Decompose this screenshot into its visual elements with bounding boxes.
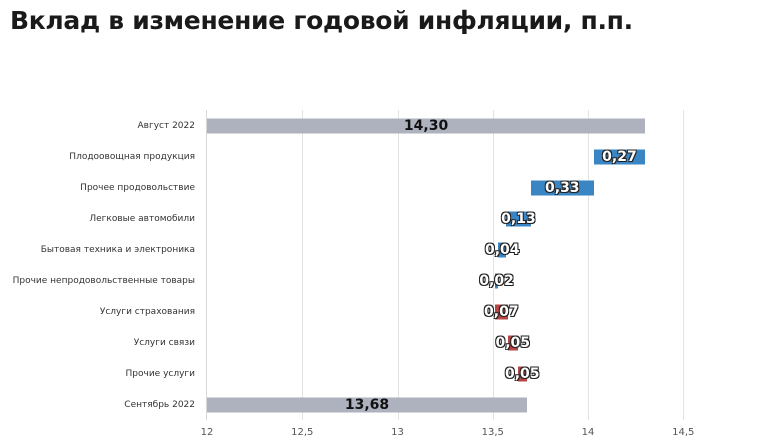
data-label: 0,13 — [501, 211, 536, 227]
category-label: Прочие услуги — [125, 369, 195, 379]
category-label: Бытовая техника и электроника — [40, 245, 195, 255]
category-label: Прочее продовольствие — [80, 183, 195, 193]
data-label: 13,68 — [344, 397, 390, 413]
category-label: Легковые автомобили — [89, 214, 195, 224]
chart-title: Вклад в изменение годовой инфляции, п.п. — [10, 6, 633, 35]
bar-total — [207, 118, 646, 134]
category-label: Август 2022 — [137, 121, 195, 131]
bar-decrease — [593, 149, 646, 165]
gridline — [302, 110, 304, 420]
data-label: 0,33 — [545, 180, 580, 196]
bar-increase — [517, 366, 528, 382]
bar-increase — [494, 304, 508, 320]
category-label: Прочие непродовольственные товары — [12, 276, 195, 286]
data-label: 0,27 — [602, 149, 637, 165]
x-tick-label: 14,5 — [672, 427, 695, 438]
category-label: Сентябрь 2022 — [124, 400, 195, 410]
bar-increase — [507, 335, 518, 351]
category-label: Услуги страхования — [99, 307, 195, 317]
x-tick-label: 13,5 — [481, 427, 504, 438]
gridline — [492, 110, 494, 420]
category-label: Услуги связи — [133, 338, 195, 348]
y-axis-line — [206, 110, 207, 420]
bar-decrease — [498, 242, 507, 258]
gridline — [397, 110, 399, 420]
x-tick-label: 13 — [391, 427, 404, 438]
data-label: 14,30 — [403, 118, 449, 134]
data-label: 0,04 — [484, 242, 520, 258]
category-label: Плодоовощная продукция — [69, 152, 195, 162]
data-label: 0,05 — [504, 366, 540, 382]
x-tick-label: 12 — [200, 427, 214, 438]
data-label: 0,07 — [484, 304, 519, 320]
bar-decrease — [494, 273, 499, 289]
data-label: 0,05 — [495, 335, 531, 351]
bar-decrease — [530, 180, 594, 196]
gridline — [588, 110, 589, 420]
data-label: 0,02 — [479, 273, 514, 289]
bar-decrease — [506, 211, 531, 227]
x-tick-label: 14 — [581, 427, 595, 438]
x-tick-label: 12,5 — [291, 427, 314, 438]
gridline — [683, 110, 685, 420]
bar-total — [207, 397, 528, 413]
